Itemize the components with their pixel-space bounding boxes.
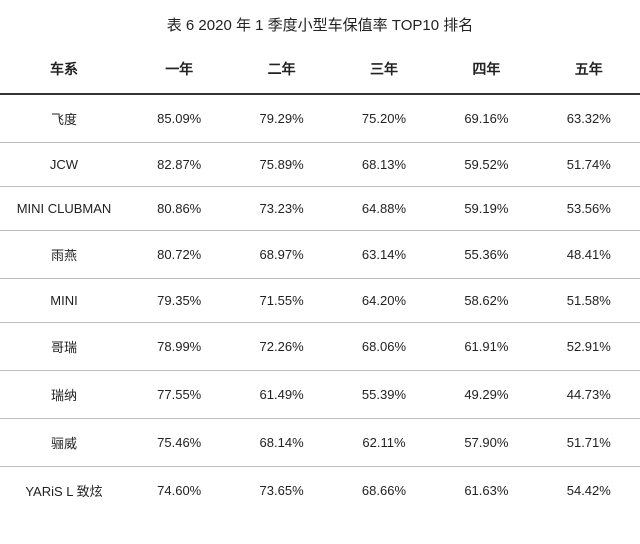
cell-value: 64.88% bbox=[333, 187, 435, 231]
cell-value: 75.46% bbox=[128, 419, 230, 467]
cell-value: 79.35% bbox=[128, 279, 230, 323]
cell-value: 72.26% bbox=[230, 323, 332, 371]
cell-value: 75.20% bbox=[333, 94, 435, 143]
cell-name: MINI bbox=[0, 279, 128, 323]
table-row: MINI CLUBMAN 80.86% 73.23% 64.88% 59.19%… bbox=[0, 187, 640, 231]
cell-value: 64.20% bbox=[333, 279, 435, 323]
cell-value: 73.65% bbox=[230, 467, 332, 515]
cell-name: 飞度 bbox=[0, 94, 128, 143]
col-header: 五年 bbox=[538, 45, 640, 94]
cell-value: 73.23% bbox=[230, 187, 332, 231]
col-header: 二年 bbox=[230, 45, 332, 94]
table-row: 雨燕 80.72% 68.97% 63.14% 55.36% 48.41% bbox=[0, 231, 640, 279]
cell-value: 80.72% bbox=[128, 231, 230, 279]
cell-value: 71.55% bbox=[230, 279, 332, 323]
cell-value: 55.39% bbox=[333, 371, 435, 419]
cell-name: JCW bbox=[0, 143, 128, 187]
cell-value: 51.58% bbox=[538, 279, 640, 323]
cell-name: MINI CLUBMAN bbox=[0, 187, 128, 231]
cell-value: 48.41% bbox=[538, 231, 640, 279]
table-row: JCW 82.87% 75.89% 68.13% 59.52% 51.74% bbox=[0, 143, 640, 187]
cell-value: 77.55% bbox=[128, 371, 230, 419]
cell-name: 骊威 bbox=[0, 419, 128, 467]
cell-value: 80.86% bbox=[128, 187, 230, 231]
cell-value: 59.52% bbox=[435, 143, 537, 187]
cell-name: 哥瑞 bbox=[0, 323, 128, 371]
cell-value: 75.89% bbox=[230, 143, 332, 187]
cell-value: 82.87% bbox=[128, 143, 230, 187]
cell-value: 61.63% bbox=[435, 467, 537, 515]
table-row: YARiS L 致炫 74.60% 73.65% 68.66% 61.63% 5… bbox=[0, 467, 640, 515]
cell-value: 63.14% bbox=[333, 231, 435, 279]
cell-value: 74.60% bbox=[128, 467, 230, 515]
cell-value: 61.91% bbox=[435, 323, 537, 371]
cell-value: 44.73% bbox=[538, 371, 640, 419]
cell-value: 68.06% bbox=[333, 323, 435, 371]
cell-name: 雨燕 bbox=[0, 231, 128, 279]
cell-value: 79.29% bbox=[230, 94, 332, 143]
table-row: 骊威 75.46% 68.14% 62.11% 57.90% 51.71% bbox=[0, 419, 640, 467]
col-header: 三年 bbox=[333, 45, 435, 94]
cell-value: 57.90% bbox=[435, 419, 537, 467]
cell-value: 51.71% bbox=[538, 419, 640, 467]
table-row: 飞度 85.09% 79.29% 75.20% 69.16% 63.32% bbox=[0, 94, 640, 143]
cell-value: 53.56% bbox=[538, 187, 640, 231]
col-header: 四年 bbox=[435, 45, 537, 94]
cell-value: 68.13% bbox=[333, 143, 435, 187]
table-row: 瑞纳 77.55% 61.49% 55.39% 49.29% 44.73% bbox=[0, 371, 640, 419]
col-header: 车系 bbox=[0, 45, 128, 94]
cell-value: 63.32% bbox=[538, 94, 640, 143]
cell-name: YARiS L 致炫 bbox=[0, 467, 128, 515]
table-container: 表 6 2020 年 1 季度小型车保值率 TOP10 排名 车系 一年 二年 … bbox=[0, 0, 640, 514]
table-title: 表 6 2020 年 1 季度小型车保值率 TOP10 排名 bbox=[0, 0, 640, 45]
cell-value: 51.74% bbox=[538, 143, 640, 187]
cell-value: 68.66% bbox=[333, 467, 435, 515]
cell-value: 59.19% bbox=[435, 187, 537, 231]
cell-value: 68.97% bbox=[230, 231, 332, 279]
table-header-row: 车系 一年 二年 三年 四年 五年 bbox=[0, 45, 640, 94]
cell-value: 78.99% bbox=[128, 323, 230, 371]
cell-value: 52.91% bbox=[538, 323, 640, 371]
table-row: 哥瑞 78.99% 72.26% 68.06% 61.91% 52.91% bbox=[0, 323, 640, 371]
cell-value: 62.11% bbox=[333, 419, 435, 467]
cell-value: 49.29% bbox=[435, 371, 537, 419]
cell-value: 55.36% bbox=[435, 231, 537, 279]
cell-value: 61.49% bbox=[230, 371, 332, 419]
cell-value: 85.09% bbox=[128, 94, 230, 143]
cell-value: 58.62% bbox=[435, 279, 537, 323]
table-row: MINI 79.35% 71.55% 64.20% 58.62% 51.58% bbox=[0, 279, 640, 323]
cell-value: 68.14% bbox=[230, 419, 332, 467]
cell-name: 瑞纳 bbox=[0, 371, 128, 419]
cell-value: 54.42% bbox=[538, 467, 640, 515]
retention-table: 车系 一年 二年 三年 四年 五年 飞度 85.09% 79.29% 75.20… bbox=[0, 45, 640, 514]
cell-value: 69.16% bbox=[435, 94, 537, 143]
col-header: 一年 bbox=[128, 45, 230, 94]
